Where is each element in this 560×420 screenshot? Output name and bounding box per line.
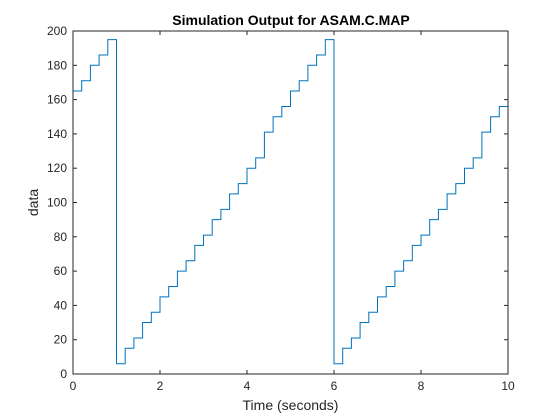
- y-tick-label: 60: [54, 264, 68, 278]
- y-tick-label: 160: [47, 93, 67, 107]
- x-tick-label: 10: [501, 379, 515, 393]
- plot-area: [73, 31, 508, 374]
- y-tick-label: 40: [54, 298, 68, 312]
- y-tick-label: 100: [47, 196, 67, 210]
- chart-title: Simulation Output for ASAM.C.MAP: [172, 12, 409, 28]
- x-tick-label: 6: [331, 379, 338, 393]
- x-tick-label: 0: [70, 379, 77, 393]
- x-tick-label: 4: [244, 379, 251, 393]
- y-tick-label: 140: [47, 127, 67, 141]
- y-tick-label: 0: [60, 367, 67, 381]
- x-tick-label: 2: [157, 379, 164, 393]
- x-axis-label: Time (seconds): [243, 397, 339, 413]
- x-tick-label: 8: [418, 379, 425, 393]
- y-tick-label: 200: [47, 24, 67, 38]
- y-axis-label: data: [25, 189, 41, 216]
- series-line: [73, 39, 509, 365]
- y-tick-label: 20: [54, 333, 68, 347]
- y-tick-label: 120: [47, 161, 67, 175]
- y-tick-label: 180: [47, 58, 67, 72]
- y-tick-label: 80: [54, 230, 68, 244]
- data-layer: [73, 39, 509, 365]
